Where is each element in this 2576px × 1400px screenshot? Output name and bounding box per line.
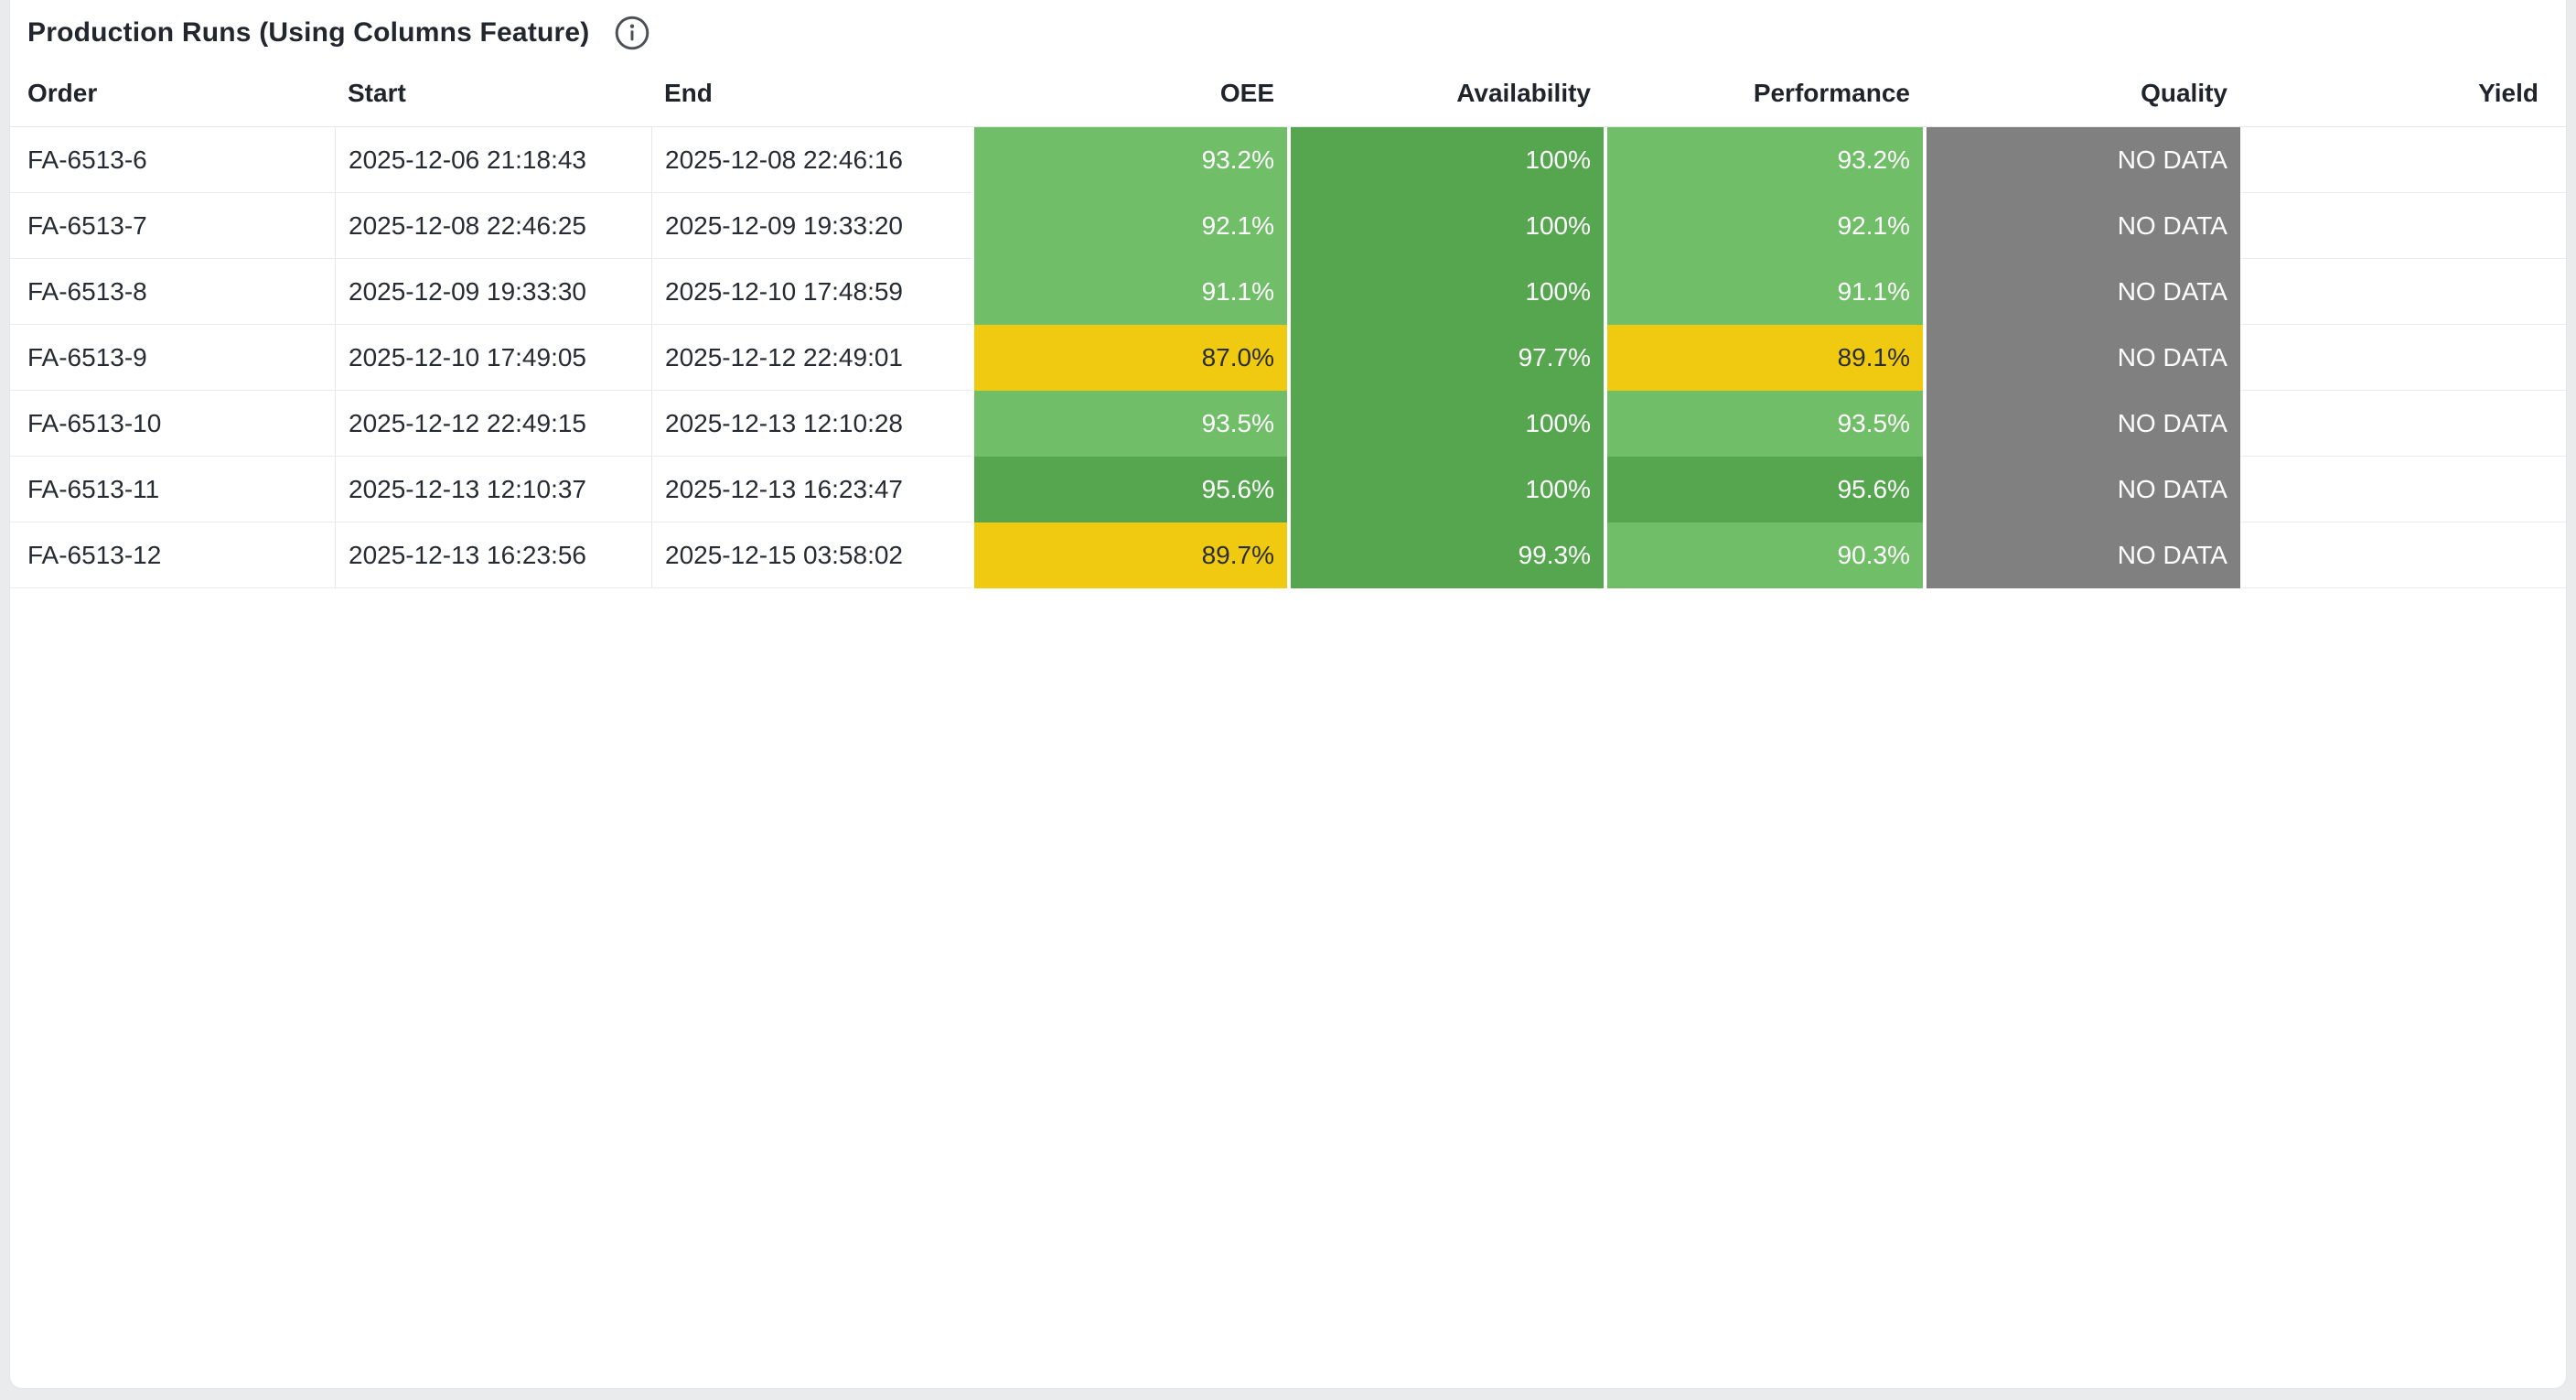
cell-availability: 97.7% [1287,325,1604,391]
cell-oee: 95.6% [971,457,1287,522]
info-button[interactable] [613,14,651,52]
cell-quality: NO DATA [1923,325,2240,391]
cell-quality: NO DATA [1923,193,2240,259]
cell-quality: NO DATA [1923,522,2240,588]
table-row: FA-6513-8 2025-12-09 19:33:30 2025-12-10 1… [10,259,2566,325]
cell-performance: 89.1% [1604,325,1923,391]
cell-availability: 100% [1287,127,1604,193]
column-header-order: Order [27,79,98,107]
cell-availability: 100% [1287,193,1604,259]
cell-order: FA-6513-9 [10,325,335,391]
production-runs-card: Production Runs (Using Columns Feature) … [9,0,2567,1389]
cell-quality: NO DATA [1923,391,2240,457]
cell-quality: NO DATA [1923,127,2240,193]
cell-yield [2240,325,2566,391]
cell-end: 2025-12-09 19:33:20 [651,193,971,259]
cell-start: 2025-12-09 19:33:30 [335,259,651,325]
table-row: FA-6513-10 2025-12-12 22:49:15 2025-12-13 … [10,391,2566,457]
cell-start: 2025-12-08 22:46:25 [335,193,651,259]
cell-performance: 95.6% [1604,457,1923,522]
cell-yield [2240,391,2566,457]
column-header-start: Start [348,79,406,107]
column-header-end: End [664,79,713,107]
table-row: FA-6513-7 2025-12-08 22:46:25 2025-12-09 1… [10,193,2566,259]
cell-start: 2025-12-06 21:18:43 [335,127,651,193]
table-row: FA-6513-12 2025-12-13 16:23:56 2025-12-15 … [10,522,2566,588]
cell-start: 2025-12-12 22:49:15 [335,391,651,457]
table-row: FA-6513-9 2025-12-10 17:49:05 2025-12-12 2… [10,325,2566,391]
cell-oee: 89.7% [971,522,1287,588]
cell-performance: 93.5% [1604,391,1923,457]
info-icon [613,14,651,52]
cell-oee: 93.5% [971,391,1287,457]
cell-start: 2025-12-13 16:23:56 [335,522,651,588]
cell-availability: 99.3% [1287,522,1604,588]
cell-end: 2025-12-13 16:23:47 [651,457,971,522]
cell-yield [2240,522,2566,588]
cell-yield [2240,259,2566,325]
cell-end: 2025-12-12 22:49:01 [651,325,971,391]
cell-end: 2025-12-13 12:10:28 [651,391,971,457]
cell-order: FA-6513-10 [10,391,335,457]
cell-yield [2240,457,2566,522]
cell-availability: 100% [1287,259,1604,325]
cell-yield [2240,193,2566,259]
cell-oee: 93.2% [971,127,1287,193]
table-row: FA-6513-6 2025-12-06 21:18:43 2025-12-08 2… [10,127,2566,193]
cell-performance: 93.2% [1604,127,1923,193]
table-row: FA-6513-11 2025-12-13 12:10:37 2025-12-13 … [10,457,2566,522]
column-header-oee: OEE [1219,79,1274,107]
column-header-performance: Performance [1753,79,1910,107]
cell-order: FA-6513-8 [10,259,335,325]
cell-quality: NO DATA [1923,457,2240,522]
cell-oee: 91.1% [971,259,1287,325]
cell-availability: 100% [1287,391,1604,457]
table-header-row: Order Start End OEE Availability Perform… [10,60,2566,127]
page-title: Production Runs (Using Columns Feature) [27,17,590,48]
production-runs-table: Order Start End OEE Availability Perform… [10,60,2566,588]
cell-order: FA-6513-11 [10,457,335,522]
column-header-yield: Yield [2478,79,2538,107]
cell-start: 2025-12-10 17:49:05 [335,325,651,391]
cell-order: FA-6513-12 [10,522,335,588]
cell-oee: 92.1% [971,193,1287,259]
cell-quality: NO DATA [1923,259,2240,325]
cell-oee: 87.0% [971,325,1287,391]
cell-performance: 91.1% [1604,259,1923,325]
card-header: Production Runs (Using Columns Feature) [10,0,2566,60]
cell-yield [2240,127,2566,193]
cell-start: 2025-12-13 12:10:37 [335,457,651,522]
table-body: FA-6513-6 2025-12-06 21:18:43 2025-12-08 2… [10,127,2566,588]
column-header-quality: Quality [2141,79,2227,107]
cell-performance: 90.3% [1604,522,1923,588]
cell-availability: 100% [1287,457,1604,522]
cell-performance: 92.1% [1604,193,1923,259]
cell-order: FA-6513-7 [10,193,335,259]
cell-end: 2025-12-10 17:48:59 [651,259,971,325]
cell-order: FA-6513-6 [10,127,335,193]
cell-end: 2025-12-15 03:58:02 [651,522,971,588]
cell-end: 2025-12-08 22:46:16 [651,127,971,193]
column-header-availability: Availability [1456,79,1591,107]
